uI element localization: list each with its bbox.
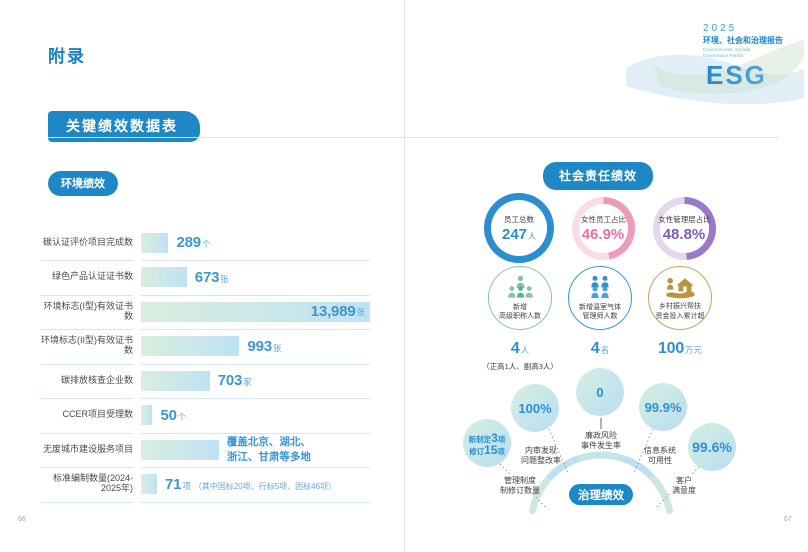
arc-segment: [547, 454, 584, 481]
chart-row: 无废城市建设服务项目 覆盖北京、湖北、 浙江、甘肃等多地: [40, 433, 370, 468]
arc-segment: [618, 454, 655, 481]
chart-row: 标准编制数量(2024-2025年) 71 项（其中国标20项、行标5项、团标46…: [40, 468, 370, 503]
row-value: 993 张: [247, 337, 282, 355]
row-label: 碳认证评价项目完成数: [40, 226, 133, 261]
gov-value: 99.6%: [692, 439, 732, 455]
chart-row: 碳认证评价项目完成数 289 个: [40, 226, 370, 261]
gov-label: 事件发生率: [581, 440, 621, 450]
wave-green: [654, 40, 804, 94]
gov-label: 内审发现: [525, 445, 557, 455]
people-group-icon: [591, 275, 609, 298]
gov-bubble: [463, 419, 511, 467]
section-underline: [48, 137, 778, 138]
esg-logo: 2025 环境、社会和治理报告 Environmental, Social& G…: [626, 23, 804, 105]
page-divider: [404, 0, 405, 552]
village-house-icon: [666, 278, 694, 299]
gov-label: 廉政风险: [585, 430, 617, 440]
logo-year: 2025: [703, 23, 737, 34]
chart-row: 绿色产品认证证书数 673 张: [40, 261, 370, 296]
section-badge: 关键绩效数据表: [48, 111, 200, 142]
logo-acronym: ESG: [706, 60, 767, 90]
bar: [141, 474, 158, 495]
gov-value: 0: [596, 385, 603, 400]
bar: [141, 267, 187, 288]
connector-line: [690, 460, 706, 476]
chart-row: 环境标志(II型)有效证书数 993 张: [40, 330, 370, 365]
social-rings: 员工总数 247 人 女性员工占比 46.9% 女性管理层占比 48.8%: [484, 193, 716, 263]
gov-value: 99.9%: [645, 400, 682, 415]
page-number-left: 66: [18, 516, 26, 523]
env-performance-badge: 环境绩效: [48, 171, 118, 196]
bar: 13,989 张: [141, 301, 370, 322]
row-label: CCER项目受理数: [40, 398, 133, 434]
gov-bubble: [688, 423, 736, 471]
page-title: 附录: [48, 47, 86, 66]
row-label: 环境标志(I型)有效证书数: [40, 295, 133, 330]
gov-bubble: [511, 384, 559, 432]
row-value: 673 张: [194, 268, 229, 286]
logo-title-en-1: Environmental, Social&: [703, 47, 751, 52]
row-value: 13,989: [310, 303, 356, 321]
page-number-right: 67: [784, 516, 792, 523]
gov-label: 可用性: [648, 455, 672, 465]
donut-ring-total-employees: 员工总数 247 人: [484, 193, 554, 263]
row-label: 绿色产品认证证书数: [40, 260, 133, 296]
gov-value: 100%: [518, 401, 552, 416]
row-value: 覆盖北京、湖北、 浙江、甘肃等多地: [226, 436, 311, 463]
bar: [141, 405, 153, 426]
bar: [141, 439, 219, 460]
logo-title-cn: 环境、社会和治理报告: [703, 35, 783, 45]
gov-label: 问题整改率: [521, 455, 561, 465]
stat-rural-revitalization: 乡村振兴帮扶 资金投入累计超 100 万元: [644, 266, 716, 372]
logo-title-en-2: Governance Report: [703, 53, 744, 58]
env-bar-chart: 碳认证评价项目完成数 289 个 绿色产品认证证书数 673 张 环境标志(I型)有…: [40, 226, 370, 503]
gov-label: 客户: [676, 475, 692, 485]
people-group-icon: [507, 275, 533, 298]
gov-value: 新制定3项: [469, 431, 506, 445]
chart-row: CCER项目受理数 50 个: [40, 399, 370, 434]
row-label: 无废城市建设服务项目: [40, 433, 133, 468]
social-performance-badge: 社会责任绩效: [542, 162, 654, 190]
bar: [141, 336, 240, 357]
governance-diagram: 新制定3项 修订15项 100% 0 99.9% 99.6% 管理制度 制修订数…: [463, 368, 736, 514]
row-value: 289 个: [176, 234, 211, 252]
gov-label: 管理制度: [504, 475, 536, 485]
chart-row: 环境标志(I型)有效证书数 13,989 张: [40, 295, 370, 330]
connector-line: [655, 493, 670, 509]
arc-segment: [529, 475, 552, 514]
gov-label: 信息系统: [644, 445, 676, 455]
gov-bubble: [576, 368, 624, 416]
gov-bubble: [639, 383, 687, 431]
row-value: 50 个: [160, 406, 187, 424]
stat-value: 100 万元: [657, 340, 703, 357]
gov-label: 制修订数量: [500, 485, 540, 495]
arc-segment: [650, 475, 673, 514]
bar: [141, 232, 169, 253]
row-value: 703 家: [217, 372, 252, 390]
connector-line: [532, 493, 547, 509]
donut-ring-female-employees: 女性员工占比 46.9%: [572, 196, 635, 260]
row-label: 标准编制数量(2024-2025年): [40, 467, 133, 503]
gov-value: 修订15项: [468, 443, 505, 457]
chart-row: 碳排放核查企业数 703 家: [40, 364, 370, 399]
governance-badge: [569, 484, 633, 505]
gov-label: 满意度: [672, 485, 696, 495]
connector-line: [496, 460, 512, 476]
governance-badge-label: 治理绩效: [578, 488, 624, 502]
donut-ring-female-management: 女性管理层占比 48.8%: [653, 196, 716, 260]
arc-segment: [580, 451, 622, 461]
row-label: 环境标志(II型)有效证书数: [40, 329, 133, 365]
row-value: 71 项（其中国标20项、行标5项、团标46项）: [165, 475, 337, 493]
stat-note: （正高1人、副高3人）: [482, 362, 558, 371]
row-label: 碳排放核查企业数: [40, 364, 133, 399]
bar: [141, 370, 210, 391]
